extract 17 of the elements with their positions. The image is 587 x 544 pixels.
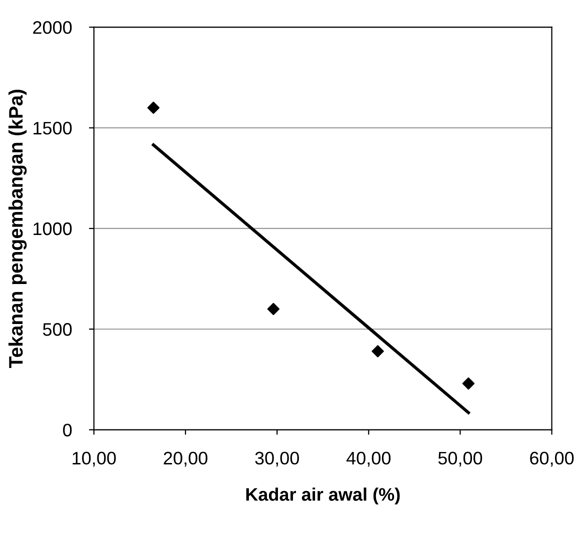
y-tick-label: 1000 <box>34 222 72 236</box>
x-tick-label: 40,00 <box>346 452 391 467</box>
y-tick-label: 0 <box>63 424 72 436</box>
x-axis-title: Kadar air awal (%) <box>246 488 400 504</box>
x-tick-label: 10,00 <box>72 452 116 467</box>
point <box>372 345 384 358</box>
y-tick-label: 1500 <box>34 122 72 135</box>
point <box>147 102 160 114</box>
y-tick-label: 2000 <box>33 21 72 34</box>
x-tick-label: 20,00 <box>164 452 208 467</box>
x-tick-label: 50,00 <box>438 452 482 467</box>
point <box>462 377 475 390</box>
x-tick-label: 60,00 <box>530 452 574 467</box>
point <box>267 302 280 316</box>
x-tick-label: 30,00 <box>255 452 299 467</box>
y-axis-title: Tekanan pengembangan (kPa) <box>8 90 27 368</box>
y-tick-label: 500 <box>42 323 72 336</box>
